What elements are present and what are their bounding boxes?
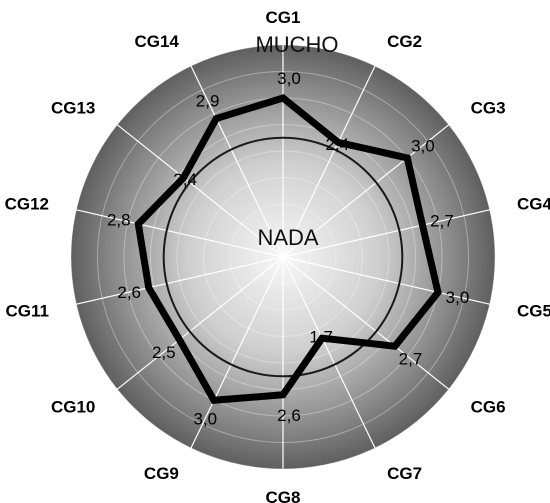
axis-spoke-cg11	[76, 256, 284, 305]
center-label: NADA	[257, 225, 318, 250]
axis-spoke-cg10	[116, 256, 284, 390]
axis-spoke-cg7	[282, 256, 376, 449]
axis-spoke-cg4	[282, 209, 490, 258]
value-label-cg1: 3,0	[277, 69, 301, 88]
value-label-cg13: 2,4	[173, 170, 197, 189]
axis-spoke-cg9	[190, 256, 284, 449]
category-label-cg8: CG8	[266, 488, 301, 503]
value-label-cg4: 2,7	[430, 212, 454, 231]
value-label-cg12: 2,8	[107, 211, 131, 230]
value-label-cg11: 2,6	[117, 283, 141, 302]
category-label-cg2: CG2	[387, 32, 422, 51]
value-label-cg10: 2,5	[152, 343, 176, 362]
axis-spoke-cg13	[116, 124, 284, 258]
series-polygon	[134, 94, 442, 404]
category-label-cg10: CG10	[51, 398, 95, 417]
axis-spoke-cg14	[190, 65, 284, 258]
value-label-cg9: 3,0	[193, 409, 217, 428]
category-label-cg3: CG3	[471, 98, 506, 117]
category-labels: CG1 CG2 CG3 CG4 CG5 CG6 CG7 CG8 CG9 CG10 CG11 CG12 C…	[5, 8, 550, 503]
axis-spoke-cg12	[76, 209, 284, 258]
category-label-cg9: CG9	[144, 464, 179, 483]
category-label-cg6: CG6	[471, 398, 506, 417]
reference-circle	[162, 136, 404, 378]
value-label-cg8: 2,6	[277, 406, 301, 425]
category-label-cg5: CG5	[517, 301, 550, 320]
category-label-cg1: CG1	[266, 8, 301, 27]
category-label-cg14: CG14	[134, 32, 179, 51]
category-label-cg13: CG13	[51, 98, 95, 117]
outer-label: MUCHO	[255, 32, 338, 57]
category-label-cg12: CG12	[5, 195, 49, 214]
axis-spoke-cg3	[282, 124, 450, 258]
category-label-cg7: CG7	[387, 464, 422, 483]
axis-spokes	[76, 45, 490, 469]
category-label-cg11: CG11	[6, 301, 49, 320]
value-label-cg7: 1,7	[309, 327, 333, 346]
value-labels: 3,0 2,4 3,0 2,7 3,0 2,7 1,7 2,6 3,0 2,5 2,6 2,8 2,4 2…	[107, 69, 469, 428]
category-label-cg4: CG4	[517, 195, 550, 214]
value-label-cg6: 2,7	[399, 350, 423, 369]
axis-spoke-cg2	[282, 65, 376, 258]
value-label-cg2: 2,4	[325, 135, 349, 154]
value-label-cg3: 3,0	[411, 136, 435, 155]
axis-spoke-cg5	[282, 256, 490, 305]
value-label-cg14: 2,9	[196, 92, 220, 111]
axis-spoke-cg6	[282, 256, 450, 390]
value-label-cg5: 3,0	[446, 288, 470, 307]
